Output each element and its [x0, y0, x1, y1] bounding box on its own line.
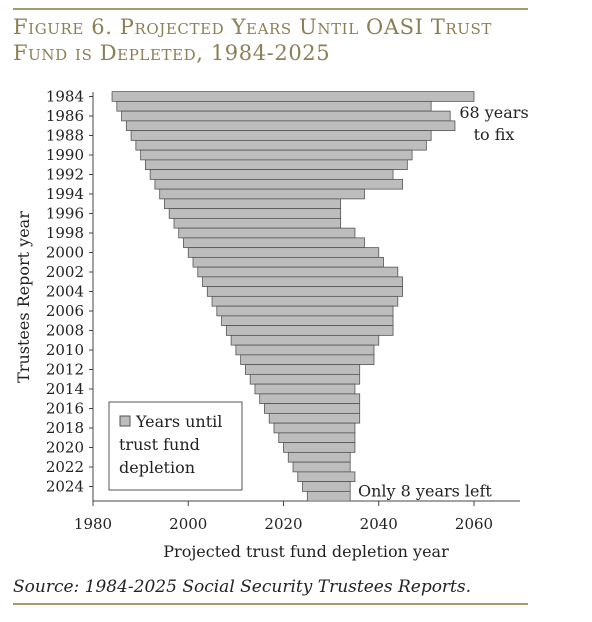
bar-1996	[168, 208, 342, 219]
bottom-rule	[13, 603, 528, 605]
bar-2020	[283, 442, 356, 453]
bar-2022	[292, 461, 351, 473]
y-tick-label-1988: 1988	[46, 127, 84, 145]
bar-1986	[121, 110, 451, 122]
bar-2002	[197, 266, 399, 278]
bar-1998	[178, 227, 356, 239]
y-tick-label-2014: 2014	[46, 380, 84, 398]
bar-2004	[206, 286, 403, 297]
top-rule	[13, 8, 528, 10]
bar-2012	[244, 364, 361, 375]
bar-2025	[306, 490, 351, 502]
bar-1995	[164, 198, 342, 210]
bar-2001	[192, 256, 384, 268]
annotation-8-years: Only 8 years left	[358, 482, 492, 501]
bar-2016	[264, 403, 361, 414]
bar-1994	[159, 188, 365, 200]
y-tick-label-1992: 1992	[46, 166, 84, 184]
bar-2010	[235, 344, 375, 356]
y-tick-label-1994: 1994	[46, 185, 84, 203]
bar-1988	[130, 130, 432, 141]
y-tick-label-1986: 1986	[46, 107, 84, 125]
bar-2011	[240, 354, 375, 366]
bar-1990	[140, 149, 413, 161]
bar-2008	[225, 325, 394, 336]
bar-1991	[144, 159, 408, 171]
legend-swatch	[119, 415, 131, 427]
x-tick-label-2020: 2020	[264, 515, 302, 533]
figure-title: Figure 6. Projected Years Until OASI Tru…	[13, 15, 493, 65]
bar-2023	[297, 471, 356, 483]
bar-2018	[273, 422, 356, 434]
bar-1989	[135, 139, 427, 151]
y-tick-label-1984: 1984	[46, 88, 84, 106]
y-tick-label-2020: 2020	[46, 439, 84, 457]
y-tick-label-2004: 2004	[46, 283, 84, 301]
y-tick-label-2006: 2006	[46, 302, 84, 320]
bar-2007	[221, 315, 394, 327]
legend: Years until trust fund depletion	[108, 401, 243, 491]
y-tick-label-2000: 2000	[46, 244, 84, 262]
bar-2009	[230, 334, 380, 346]
x-tick-label-1980: 1980	[74, 515, 112, 533]
y-axis-label: Trustees Report year	[14, 211, 33, 383]
x-axis-label: Projected trust fund depletion year	[163, 542, 449, 561]
y-tick-label-2010: 2010	[46, 341, 84, 359]
bar-1985	[116, 100, 432, 112]
bar-1997	[173, 217, 342, 229]
bar-2013	[249, 373, 361, 385]
bar-2006	[216, 305, 394, 317]
y-tick-label-2008: 2008	[46, 322, 84, 340]
bar-2015	[259, 393, 361, 405]
x-tick-label-2000: 2000	[169, 515, 207, 533]
bar-2019	[278, 432, 356, 444]
y-tick-label-2024: 2024	[46, 478, 84, 496]
bar-2005	[211, 295, 399, 307]
bar-2003	[202, 276, 403, 288]
bar-1999	[183, 237, 365, 249]
y-tick-label-1990: 1990	[46, 146, 84, 164]
y-tick-label-2022: 2022	[46, 458, 84, 476]
bar-1993	[154, 178, 403, 190]
x-tick-label-2040: 2040	[360, 515, 398, 533]
bar-2000	[187, 247, 380, 258]
legend-box	[108, 401, 243, 491]
bar-1984	[111, 91, 475, 102]
bar-2017	[268, 412, 361, 424]
y-tick-label-2012: 2012	[46, 361, 84, 379]
bar-2021	[287, 451, 351, 463]
y-tick-label-1998: 1998	[46, 224, 84, 242]
bar-1992	[149, 169, 394, 180]
bar-1987	[125, 120, 456, 132]
y-tick-label-2016: 2016	[46, 400, 84, 418]
source-note: Source: 1984-2025 Social Security Truste…	[13, 577, 472, 597]
x-tick-label-2060: 2060	[455, 515, 493, 533]
bar-2014	[254, 383, 356, 395]
legend-label: Years until trust fund depletion	[119, 412, 222, 477]
bar-2024	[302, 481, 351, 492]
y-tick-label-1996: 1996	[46, 205, 84, 223]
y-tick-label-2018: 2018	[46, 419, 84, 437]
annotation-68-years: 68 years to fix	[459, 103, 528, 144]
y-tick-label-2002: 2002	[46, 263, 84, 281]
